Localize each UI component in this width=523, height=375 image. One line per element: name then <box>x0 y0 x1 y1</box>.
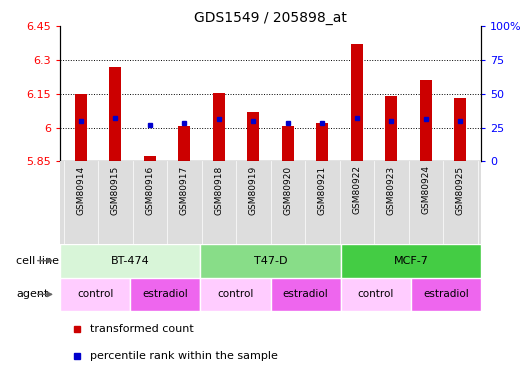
Bar <box>144 156 156 161</box>
Text: GSM80921: GSM80921 <box>318 165 327 214</box>
Text: GSM80914: GSM80914 <box>76 165 85 214</box>
Bar <box>420 80 432 161</box>
Bar <box>200 278 271 311</box>
Text: GSM80919: GSM80919 <box>249 165 258 214</box>
Bar <box>75 94 87 161</box>
Text: GSM80915: GSM80915 <box>111 165 120 214</box>
Text: GSM80918: GSM80918 <box>214 165 223 214</box>
Text: estradiol: estradiol <box>143 290 188 299</box>
Bar <box>411 278 481 311</box>
Text: MCF-7: MCF-7 <box>393 256 428 266</box>
Text: BT-474: BT-474 <box>111 256 150 266</box>
Text: GSM80923: GSM80923 <box>387 165 396 214</box>
Text: cell line: cell line <box>16 256 59 266</box>
Text: agent: agent <box>16 290 48 299</box>
Text: percentile rank within the sample: percentile rank within the sample <box>89 351 278 361</box>
Text: GSM80920: GSM80920 <box>283 165 292 214</box>
Text: GSM80924: GSM80924 <box>422 165 430 214</box>
Bar <box>341 244 481 278</box>
Text: GSM80916: GSM80916 <box>145 165 154 214</box>
Bar <box>454 98 467 161</box>
Text: estradiol: estradiol <box>283 290 328 299</box>
Bar <box>247 112 259 161</box>
Bar <box>341 278 411 311</box>
Text: estradiol: estradiol <box>423 290 469 299</box>
Bar <box>200 244 341 278</box>
Text: T47-D: T47-D <box>254 256 288 266</box>
Title: GDS1549 / 205898_at: GDS1549 / 205898_at <box>194 11 347 25</box>
Bar <box>351 44 363 161</box>
Text: control: control <box>77 290 113 299</box>
Bar <box>178 126 190 161</box>
Bar <box>60 278 130 311</box>
Bar <box>316 123 328 161</box>
Text: GSM80922: GSM80922 <box>353 165 361 214</box>
Bar <box>109 67 121 161</box>
Text: transformed count: transformed count <box>89 324 194 334</box>
Text: GSM80917: GSM80917 <box>180 165 189 214</box>
Bar <box>213 93 225 161</box>
Text: control: control <box>218 290 254 299</box>
Bar <box>271 278 341 311</box>
Bar <box>282 126 294 161</box>
Bar <box>385 96 397 161</box>
Text: control: control <box>358 290 394 299</box>
Bar <box>60 244 200 278</box>
Text: GSM80925: GSM80925 <box>456 165 465 214</box>
Bar <box>130 278 200 311</box>
